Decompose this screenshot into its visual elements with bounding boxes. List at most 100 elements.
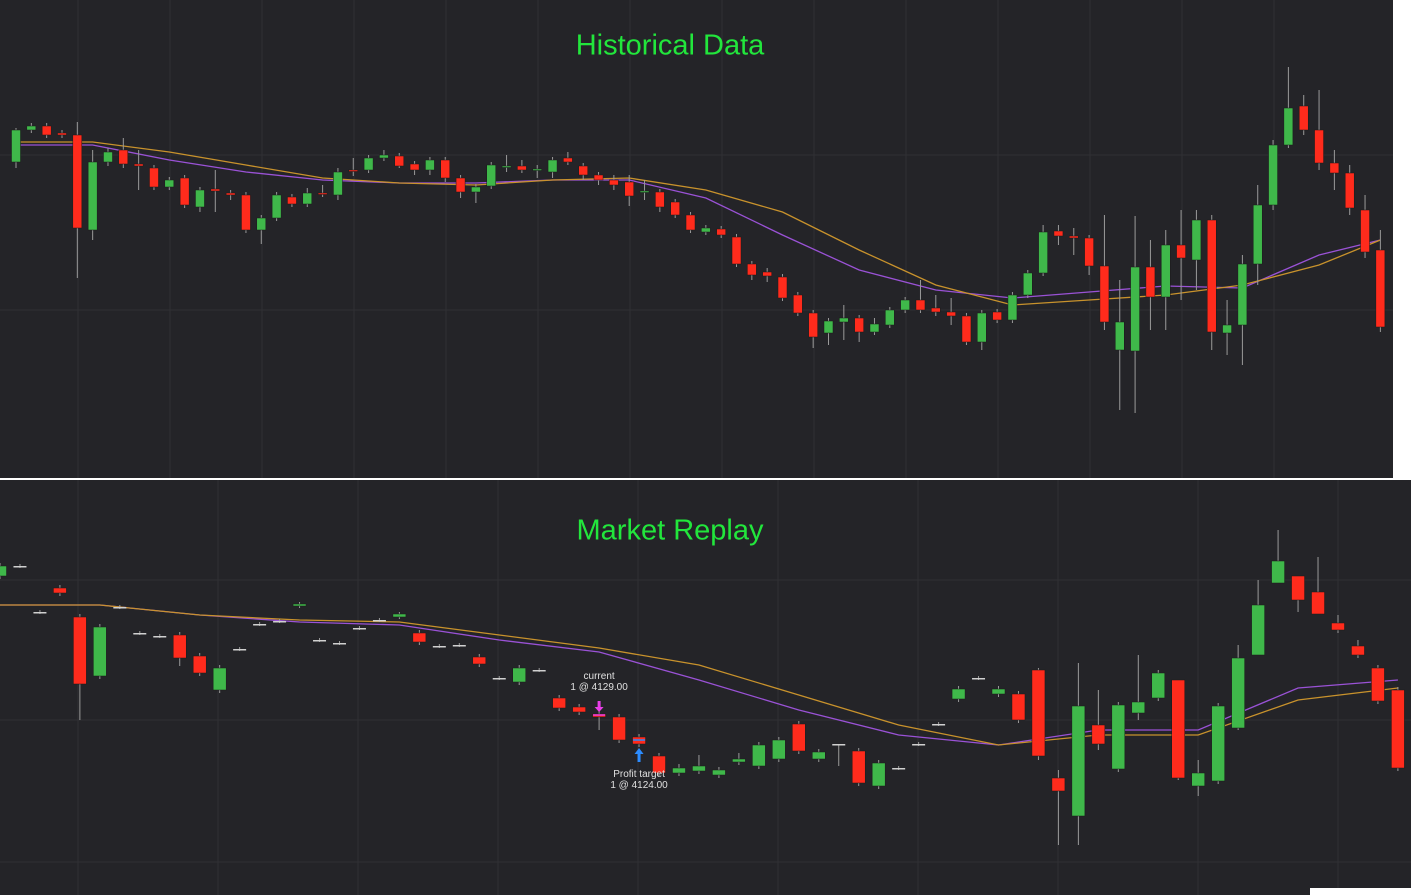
candle-body [701, 227, 711, 233]
candle-body [752, 744, 766, 767]
candle-body [210, 188, 221, 192]
panel-background [0, 0, 1393, 478]
candle-body [1211, 705, 1225, 782]
candle-body [352, 628, 366, 630]
candle-body [832, 744, 846, 746]
candle-body [532, 168, 542, 171]
candle-body [1291, 575, 1305, 601]
candle-body [1231, 657, 1245, 729]
candle-body [931, 307, 941, 313]
candle-body [552, 697, 566, 709]
candle-body [0, 565, 7, 577]
candle-body [452, 645, 466, 647]
candle-body [1283, 107, 1294, 146]
candle-body [1007, 294, 1018, 321]
candle-body [233, 649, 247, 651]
candle-body [777, 276, 788, 299]
candle-body [1131, 701, 1146, 714]
candle-body [93, 626, 107, 677]
candle-body [731, 236, 742, 265]
candle-body [961, 315, 972, 343]
candle-body [900, 299, 910, 311]
candle-body [869, 323, 880, 333]
candle-body [572, 706, 586, 713]
candle-body [517, 165, 527, 171]
candle-body [871, 762, 886, 787]
plot-area: Historical Data [0, 0, 1393, 478]
candle-body [153, 636, 167, 638]
candle-body [1053, 230, 1064, 237]
candle-body [547, 159, 558, 173]
candle-body [409, 163, 420, 171]
candle-body [1191, 219, 1202, 261]
candle-body [672, 767, 686, 774]
candle-body [1344, 172, 1355, 209]
panel-separator [0, 478, 1411, 480]
candle-body [1371, 667, 1385, 702]
candle-body [747, 263, 757, 276]
candle-body [1375, 249, 1386, 328]
candle-body [839, 317, 849, 323]
candle-body [1314, 129, 1324, 164]
candle-body [1329, 162, 1340, 174]
candle-body [915, 299, 926, 311]
candle-body [912, 744, 926, 746]
candle-body [33, 612, 47, 614]
candle-body [1252, 204, 1263, 265]
moving-average-line [0, 604, 1398, 746]
candle-body [1115, 321, 1125, 351]
candle-body [1268, 144, 1278, 206]
candle-body [13, 566, 27, 568]
candle-body [1351, 645, 1365, 656]
candle-body [363, 157, 374, 171]
candle-body [292, 603, 307, 607]
candle-body [471, 186, 481, 193]
candle-body [379, 154, 389, 159]
candle-body [655, 191, 665, 208]
candle-body [532, 670, 546, 672]
candle-body [1191, 772, 1205, 787]
candle-body [392, 613, 407, 618]
candle-body [624, 181, 634, 197]
candle-body [103, 151, 113, 163]
candle-body [563, 157, 573, 163]
candle-body [372, 620, 386, 622]
moving-average-line [0, 604, 1398, 746]
candle-body [885, 309, 895, 326]
candle-body [1069, 235, 1079, 239]
candle-body [712, 769, 726, 776]
candle-body [593, 174, 604, 181]
order-label: current [584, 671, 615, 682]
candle-body [212, 667, 227, 691]
candle-body [670, 201, 680, 216]
candle-body [612, 716, 626, 741]
candle-body [851, 750, 866, 784]
candle-body [1222, 324, 1232, 334]
candle-body [1051, 777, 1066, 792]
candle-body [992, 311, 1002, 321]
candle-body [1111, 704, 1126, 770]
chart-title: Historical Data [576, 30, 765, 62]
order-label: Profit target [613, 769, 665, 780]
candle-body [1091, 724, 1106, 745]
candle-body [762, 271, 772, 277]
candle-body [793, 294, 803, 314]
candle-body [1011, 693, 1026, 721]
candle-body [716, 228, 726, 236]
candle-body [1360, 209, 1370, 253]
candle-body [1171, 679, 1185, 779]
candle-body [1099, 265, 1110, 323]
candle-body [253, 624, 267, 626]
candle-body [11, 129, 21, 163]
candle-body [113, 607, 127, 609]
candle-body [256, 217, 267, 231]
candle-body [1038, 231, 1048, 274]
order-arrow [634, 748, 644, 762]
candle-body [972, 678, 986, 680]
candle-body [732, 758, 746, 763]
candle-body [792, 723, 806, 752]
candle-body [1084, 237, 1094, 267]
candle-body [501, 165, 512, 168]
candle-body [1206, 219, 1217, 333]
